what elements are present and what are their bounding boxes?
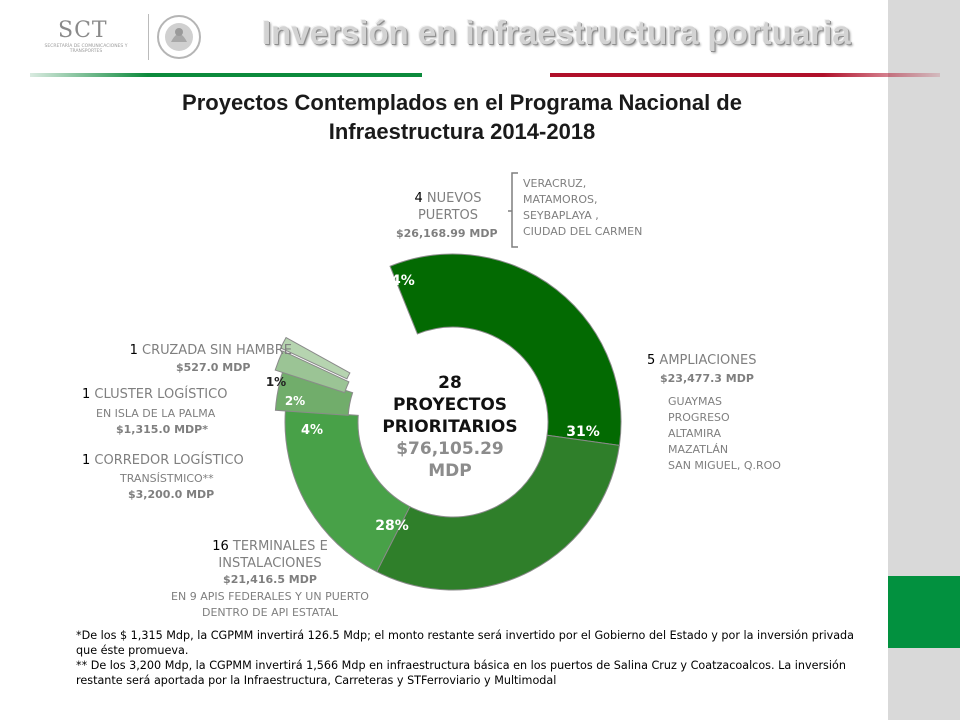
header-rule-red [550,73,940,77]
nuevos-port: MATAMOROS, [523,193,598,206]
terminales-label: 16 TERMINALES E INSTALACIONES $21,416.5 … [190,538,350,588]
terminales-note-line1: EN 9 APIS FEDERALES Y UN PUERTO [171,590,369,603]
total-unit: MDP [428,461,472,481]
donut-segment-corredor [274,369,354,416]
logo-divider [148,14,149,60]
sct-logo-subtitle: SECRETARÍA DE COMUNICACIONES Y TRANSPORT… [44,44,128,54]
donut-label-nuevos-puertos: 34% [381,273,415,289]
donut-center-label: 28 PROYECTOS PRIORITARIOS $76,105.29 MDP [370,372,530,482]
corredor-label: 1 CORREDOR LOGÍSTICO [82,453,244,468]
terminales-name2: INSTALACIONES [218,556,322,571]
corredor-count: 1 [82,453,91,468]
ampliaciones-count: 5 [647,353,656,368]
nuevos-bracket-icon [508,172,518,248]
center-line2: PRIORITARIOS [382,417,518,437]
page-title-line2: Infraestructura 2014-2018 [328,119,596,144]
donut-label-cluster: 2% [285,394,305,408]
footnote-corredor: ** De los 3,200 Mdp, la CGPMM invertirá … [76,659,846,687]
nuevos-amount: $26,168.99 MDP [396,227,498,240]
ampliaciones-port: PROGRESO [668,411,730,424]
cruzada-name: CRUZADA SIN HAMBRE [142,343,292,358]
cluster-name: CLUSTER LOGÍSTICO [94,387,228,402]
ampliaciones-ports-list: GUAYMAS PROGRESO ALTAMIRA MAZATLÁN SAN M… [668,394,781,474]
terminales-name1: TERMINALES E [232,539,328,554]
ampliaciones-name: AMPLIACIONES [659,353,757,368]
terminales-amount: $21,416.5 MDP [223,573,317,586]
nuevos-count: 4 [414,191,423,206]
footnote-cluster: *De los $ 1,315 Mdp, la CGPMM invertirá … [76,629,855,657]
cruzada-count: 1 [129,343,138,358]
header-rule-green [30,73,422,77]
cruzada-label: 1 CRUZADA SIN HAMBRE [60,343,292,358]
donut-segment-cruzada [280,336,351,380]
nuevos-ports-list: VERACRUZ, MATAMOROS, SEYBAPLAYA , CIUDAD… [523,176,642,240]
nuevos-port: VERACRUZ, [523,177,587,190]
page-title-line1: Proyectos Contemplados en el Programa Na… [182,90,742,115]
cluster-count: 1 [82,387,91,402]
ampliaciones-port: ALTAMIRA [668,427,721,440]
nuevos-puertos-label: 4 NUEVOS PUERTOS [388,190,508,224]
ampliaciones-port: SAN MIGUEL, Q.ROO [668,459,781,472]
corredor-amount: $3,200.0 MDP [128,488,215,501]
nuevos-name1: NUEVOS [426,191,482,206]
footnotes: *De los $ 1,315 Mdp, la CGPMM invertirá … [76,628,866,688]
donut-segment-cluster [274,350,350,394]
donut-segment-terminales [284,409,411,573]
cluster-sub: EN ISLA DE LA PALMA [96,407,216,420]
center-line1: PROYECTOS [392,395,508,415]
total-amount: $76,105.29 [396,439,504,459]
ampliaciones-amount: $23,477.3 MDP [660,372,754,385]
header-title: Inversión en infraestructura portuaria [262,14,851,51]
nuevos-port: CIUDAD DEL CARMEN [523,225,643,238]
cruzada-amount: $527.0 MDP [176,361,251,374]
side-panel-accent [888,576,960,648]
ampliaciones-port: GUAYMAS [668,395,722,408]
cluster-label: 1 CLUSTER LOGÍSTICO [82,387,227,402]
ampliaciones-label: 5 AMPLIACIONES [647,353,756,368]
nuevos-name2: PUERTOS [417,208,479,223]
donut-label-corredor: 4% [301,423,323,438]
ampliaciones-port: MAZATLÁN [668,443,729,456]
donut-label-ampliaciones: 31% [566,424,600,440]
donut-label-terminales: 28% [375,518,409,534]
terminales-note-line2: DENTRO DE API ESTATAL [202,606,338,619]
donut-label-cruzada: 1% [266,375,286,389]
sct-logo: SCT [58,18,108,43]
corredor-name: CORREDOR LOGÍSTICO [94,453,244,468]
cluster-amount: $1,315.0 MDP* [116,423,209,436]
terminales-count: 16 [212,539,229,554]
terminales-note: EN 9 APIS FEDERALES Y UN PUERTO DENTRO D… [150,589,390,621]
donut-segment-nuevos-puertos [389,253,622,446]
donut-segment-ampliaciones [376,434,620,591]
mexico-seal-icon [157,15,201,59]
nuevos-port: SEYBAPLAYA , [523,209,599,222]
corredor-sub: TRANSÍSTMICO** [120,472,214,485]
project-count: 28 [438,373,462,393]
page-title: Proyectos Contemplados en el Programa Na… [92,88,832,146]
